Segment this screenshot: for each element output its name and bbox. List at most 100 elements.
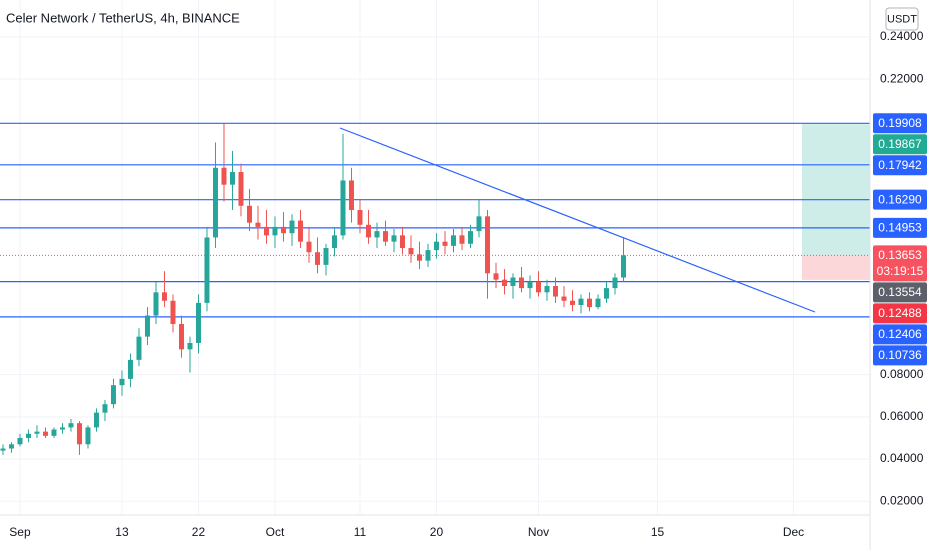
price-label: 0.19908 bbox=[878, 116, 922, 130]
candle-body bbox=[323, 248, 329, 265]
price-label: 0.12406 bbox=[878, 327, 922, 341]
candle-body bbox=[255, 222, 261, 227]
candle-body bbox=[620, 255, 626, 278]
candle-body bbox=[467, 231, 473, 244]
y-tick-label: 0.22000 bbox=[880, 71, 924, 85]
candle-body bbox=[510, 277, 516, 286]
currency-label: USDT bbox=[887, 13, 917, 25]
candle-body bbox=[85, 427, 91, 445]
x-tick-label: 11 bbox=[354, 525, 367, 539]
price-label-box bbox=[873, 245, 927, 282]
candle-body bbox=[365, 224, 371, 238]
candle-body bbox=[161, 292, 167, 301]
candle-body bbox=[331, 235, 337, 249]
target-zone bbox=[802, 124, 870, 256]
candle-body bbox=[484, 216, 490, 274]
candle-body bbox=[170, 300, 176, 324]
chart-title: Celer Network / TetherUS, 4h, BINANCE bbox=[6, 10, 240, 25]
candle-body bbox=[204, 237, 210, 303]
x-tick-label: Sep bbox=[9, 525, 31, 539]
candle-body bbox=[8, 444, 14, 449]
x-tick-label: 13 bbox=[115, 525, 129, 539]
price-label-box bbox=[873, 345, 927, 366]
countdown: 03:19:15 bbox=[877, 264, 924, 278]
candle-body bbox=[195, 302, 201, 343]
y-tick-label: 0.24000 bbox=[880, 29, 924, 43]
candle-body bbox=[459, 235, 465, 244]
price-label-box bbox=[873, 303, 927, 324]
candle-body bbox=[238, 172, 244, 206]
candle-body bbox=[578, 298, 584, 305]
x-tick-label: Nov bbox=[528, 525, 549, 539]
candle-body bbox=[51, 429, 57, 436]
candle-body bbox=[391, 235, 397, 242]
candle-body bbox=[76, 423, 82, 445]
candle-body bbox=[297, 220, 303, 242]
candle-body bbox=[450, 235, 456, 246]
price-label: 0.13554 bbox=[878, 285, 922, 299]
y-tick-label: 0.02000 bbox=[880, 493, 924, 507]
candle-body bbox=[612, 277, 618, 289]
candle-body bbox=[442, 241, 448, 246]
candle-body bbox=[493, 273, 499, 280]
price-label-box bbox=[873, 113, 927, 134]
candle-body bbox=[552, 285, 558, 297]
candle-body bbox=[42, 431, 48, 436]
y-tick-label: 0.08000 bbox=[880, 367, 924, 381]
price-label-box bbox=[873, 282, 927, 303]
candle-body bbox=[289, 220, 295, 234]
candle-body bbox=[221, 167, 227, 185]
price-label-box bbox=[873, 155, 927, 176]
candle-body bbox=[187, 342, 193, 350]
candle-body bbox=[229, 172, 235, 185]
price-label: 0.12488 bbox=[878, 306, 922, 320]
candle-body bbox=[93, 412, 99, 428]
candle-body bbox=[314, 252, 320, 265]
x-tick-label: 20 bbox=[430, 525, 444, 539]
candle-body bbox=[382, 231, 388, 242]
price-label: 0.10736 bbox=[878, 348, 922, 362]
trend-line bbox=[339, 127, 816, 313]
price-labels: 0.19908 0.19867 0.17942 0.16290 0.14953 0.136… bbox=[873, 113, 927, 366]
x-tick-label: Dec bbox=[783, 525, 804, 539]
x-tick-label: 22 bbox=[192, 525, 206, 539]
candle-body bbox=[127, 359, 133, 379]
candle-body bbox=[110, 385, 116, 405]
price-label-box bbox=[873, 324, 927, 345]
candle-body bbox=[263, 226, 269, 236]
candle-body bbox=[17, 437, 23, 445]
candle-body bbox=[569, 300, 575, 305]
candle-body bbox=[272, 226, 278, 236]
grid bbox=[0, 0, 870, 515]
candle-body bbox=[59, 427, 65, 430]
price-label-box bbox=[873, 134, 927, 155]
candle-body bbox=[416, 254, 422, 261]
candle-body bbox=[374, 231, 380, 238]
candle-body bbox=[246, 205, 252, 223]
candle-body bbox=[425, 250, 431, 261]
price-label-box bbox=[873, 217, 927, 238]
candle-body bbox=[544, 285, 550, 293]
price-label: 0.16290 bbox=[878, 192, 922, 206]
candle-body bbox=[0, 448, 6, 451]
price-label-box bbox=[873, 189, 927, 210]
price-label: 0.19867 bbox=[878, 137, 922, 151]
currency-button[interactable] bbox=[885, 7, 919, 31]
candle-body bbox=[144, 315, 150, 337]
candle-body bbox=[119, 378, 125, 386]
y-tick-label: 0.04000 bbox=[880, 451, 924, 465]
candle-body bbox=[501, 279, 507, 286]
candles bbox=[0, 123, 626, 455]
candle-body bbox=[518, 277, 524, 289]
candle-body bbox=[306, 241, 312, 253]
candle-body bbox=[212, 167, 218, 238]
candle-body bbox=[357, 210, 363, 225]
candle-body bbox=[595, 298, 601, 308]
candle-body bbox=[153, 292, 159, 316]
x-tick-label: Oct bbox=[266, 525, 285, 539]
axes: 0.24000 0.22000 0.08000 0.06000 0.04000 0.020… bbox=[9, 29, 923, 539]
candle-body bbox=[561, 296, 567, 301]
candle-body bbox=[102, 404, 108, 413]
